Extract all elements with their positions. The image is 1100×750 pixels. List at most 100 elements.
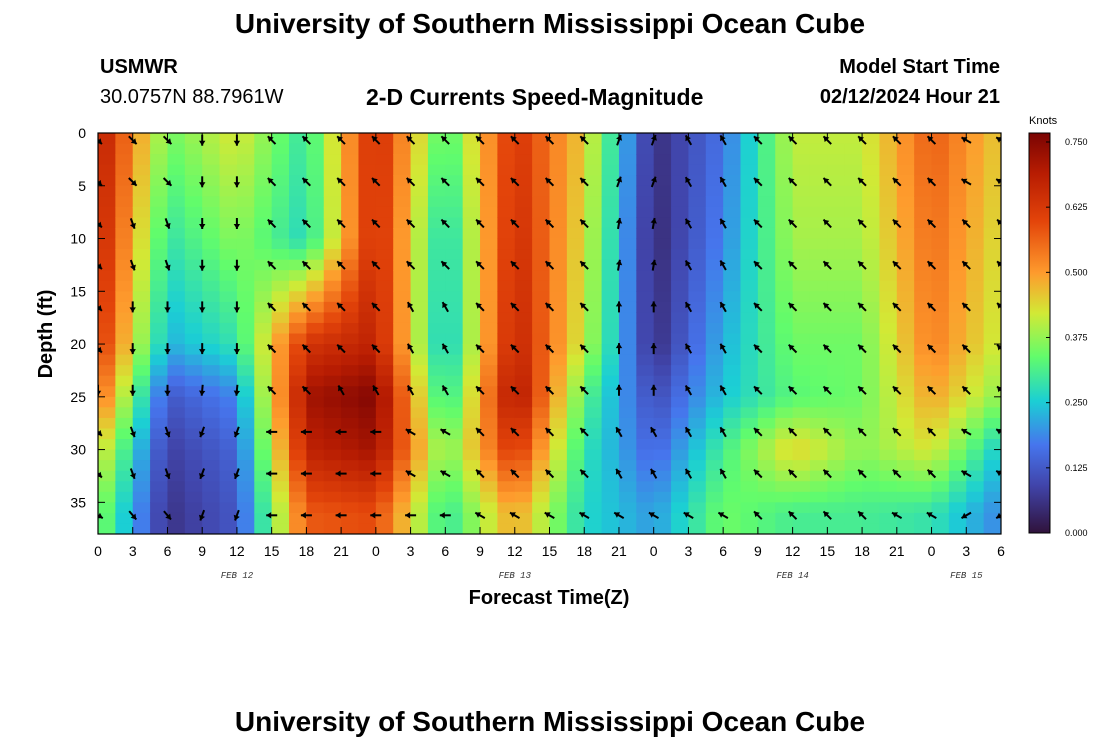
heatmap-cell — [618, 491, 637, 503]
arrow-head — [164, 473, 171, 479]
arrow-head — [199, 224, 206, 229]
heatmap-cell — [323, 206, 342, 219]
heatmap-cell — [341, 133, 360, 145]
heatmap-cell — [98, 301, 116, 313]
heatmap-cell — [184, 375, 203, 387]
heatmap-cell — [549, 143, 568, 155]
heatmap-cell — [688, 322, 707, 335]
heatmap-cell — [150, 344, 169, 356]
current-vector-arrow — [926, 468, 937, 479]
heatmap-cell — [445, 512, 464, 525]
heatmap-cell — [271, 407, 290, 419]
heatmap-cell — [844, 259, 863, 271]
heatmap-cell — [115, 143, 134, 155]
heatmap-cell — [167, 417, 186, 430]
heatmap-cell — [914, 227, 933, 240]
heatmap-cell — [445, 154, 464, 166]
heatmap-cell — [132, 154, 151, 166]
heatmap-cell — [410, 449, 429, 461]
heatmap-cell — [375, 196, 394, 208]
arrow-head — [648, 512, 655, 518]
heatmap-cell — [202, 206, 221, 219]
heatmap-cell — [375, 249, 394, 261]
heatmap-cell — [549, 502, 568, 514]
heatmap-cell — [705, 164, 724, 176]
heatmap-cell — [844, 396, 863, 408]
heatmap-cell — [879, 133, 898, 145]
heatmap-cell — [896, 185, 915, 197]
heatmap-cell — [740, 428, 759, 440]
heatmap-cell — [375, 206, 394, 219]
heatmap-cell — [844, 439, 863, 451]
heatmap-cell — [618, 133, 637, 145]
current-vector-arrow — [475, 260, 485, 270]
heatmap-cell — [289, 407, 307, 419]
arrow-head — [302, 261, 309, 268]
heatmap-cell — [98, 206, 116, 219]
heatmap-cell — [757, 417, 776, 430]
heatmap-cell — [167, 259, 186, 271]
heatmap-cell — [132, 470, 151, 482]
heatmap-cell — [497, 386, 516, 398]
heatmap-cell — [914, 502, 933, 514]
heatmap-cell — [844, 154, 863, 166]
heatmap-cell — [98, 365, 116, 377]
heatmap-cell — [462, 301, 481, 313]
heatmap-cell — [306, 491, 325, 503]
heatmap-cell — [618, 407, 637, 419]
heatmap-cell — [862, 386, 881, 398]
heatmap-cell — [445, 217, 464, 229]
heatmap-cell — [358, 470, 377, 482]
heatmap-cell — [98, 354, 116, 366]
heatmap-cell — [375, 270, 394, 282]
arrow-head — [685, 260, 691, 267]
current-vector-arrow — [926, 511, 937, 519]
heatmap-cell — [497, 270, 516, 282]
heatmap-cell — [514, 312, 533, 324]
heatmap-cell — [445, 470, 464, 482]
heatmap-cell — [931, 375, 950, 387]
heatmap-cell — [497, 217, 516, 229]
current-vector-arrow — [615, 384, 623, 396]
page-title: University of Southern Mississippi Ocean… — [234, 8, 866, 39]
heatmap-cell — [740, 154, 759, 166]
heatmap-cell — [636, 291, 655, 303]
heatmap-cell — [289, 154, 307, 166]
arrow-head — [405, 512, 411, 519]
heatmap-cell — [740, 270, 759, 282]
heatmap-cell — [723, 481, 742, 493]
heatmap-cell — [219, 312, 238, 324]
heatmap-cell — [98, 312, 116, 324]
heatmap-cell — [115, 175, 134, 187]
heatmap-cell — [236, 227, 255, 240]
heatmap-cell — [236, 280, 255, 292]
heatmap-cell — [150, 270, 169, 282]
heatmap-cell — [358, 344, 377, 356]
heatmap-cell — [306, 344, 325, 356]
heatmap-cell — [480, 238, 499, 250]
heatmap-cell — [723, 449, 742, 461]
heatmap-cell — [775, 133, 794, 145]
heatmap-cell — [202, 386, 221, 398]
heatmap-cell — [757, 375, 776, 387]
heatmap-cell — [445, 322, 464, 335]
arrow-head — [164, 222, 171, 229]
current-vector-arrow — [822, 427, 832, 437]
heatmap-cell — [809, 365, 828, 377]
heatmap-cell — [150, 417, 169, 430]
heatmap-cell — [150, 249, 169, 261]
heatmap-cell — [532, 322, 551, 335]
heatmap-cell — [566, 439, 585, 451]
heatmap-cell — [167, 322, 186, 335]
arrow-head — [720, 385, 726, 392]
heatmap-cell — [809, 164, 828, 176]
heatmap-cell — [445, 238, 464, 250]
current-vector-arrow — [372, 384, 380, 396]
heatmap-cell — [497, 481, 516, 493]
x-tick-label: 0 — [928, 543, 936, 559]
heatmap-cell — [132, 523, 151, 534]
heatmap-cell — [98, 154, 116, 166]
heatmap-cell — [757, 491, 776, 503]
heatmap-cell — [306, 196, 325, 208]
heatmap-cell — [618, 354, 637, 366]
